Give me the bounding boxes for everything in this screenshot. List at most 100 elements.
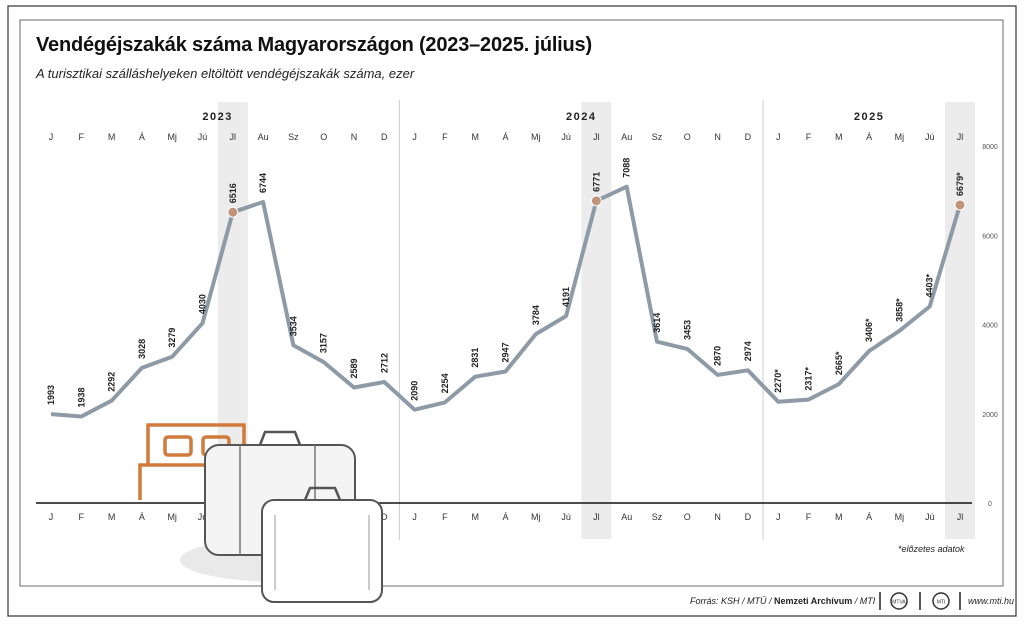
data-value-label: 3784 [531, 305, 541, 325]
month-label-top: Mj [531, 132, 541, 142]
month-label-top: Á [866, 132, 872, 142]
mtva-logo-text: MTVA [892, 600, 906, 606]
data-value-label: 1993 [46, 385, 56, 405]
data-value-label: 2974 [743, 341, 753, 361]
month-label-bottom: Mj [531, 512, 541, 522]
y-tick-label: 2000 [982, 412, 998, 419]
data-value-label: 2270* [773, 369, 783, 393]
month-label-top: D [381, 132, 388, 142]
month-label-top: Sz [652, 132, 663, 142]
chart-subtitle: A turisztikai szálláshelyeken eltöltött … [36, 66, 415, 81]
month-label-top: Á [502, 132, 508, 142]
source-bold: Nemzeti Archívum [774, 596, 853, 606]
data-value-label: 2712 [379, 353, 389, 373]
month-label-top: O [320, 132, 327, 142]
month-label-top: Mj [895, 132, 905, 142]
data-value-label: 4403* [925, 273, 935, 297]
year-label: 2023 [202, 111, 232, 123]
y-tick-label: 6000 [982, 233, 998, 240]
month-label-bottom: Jú [561, 512, 571, 522]
source-prefix: Forrás: KSH / MTÜ / [690, 596, 775, 606]
data-value-label: 4030 [198, 294, 208, 314]
month-label-top: F [806, 132, 812, 142]
suitcase-icon [180, 430, 383, 603]
highlight-band [945, 102, 975, 539]
month-label-top: Jl [593, 132, 600, 142]
data-value-label: 3157 [319, 333, 329, 353]
data-value-label: 3534 [288, 316, 298, 336]
data-value-label: 2665* [834, 351, 844, 375]
inner-border [19, 19, 1004, 587]
month-label-top: M [108, 132, 116, 142]
month-label-top: J [49, 132, 54, 142]
month-label-top: Jú [198, 132, 208, 142]
month-label-top: F [79, 132, 85, 142]
data-value-label: 2254 [440, 373, 450, 393]
data-value-label: 2589 [349, 358, 359, 378]
month-label-top: Jú [925, 132, 935, 142]
month-label-bottom: Á [139, 512, 145, 522]
month-label-top: N [351, 132, 358, 142]
data-value-label: 3406* [864, 318, 874, 342]
month-label-top: J [412, 132, 417, 142]
data-value-label: 3279 [167, 328, 177, 348]
month-label-top: Jl [230, 132, 237, 142]
month-label-bottom: M [835, 512, 843, 522]
series-line [50, 184, 962, 419]
source-url[interactable]: www.mti.hu [968, 596, 1015, 606]
month-label-top: Mj [167, 132, 177, 142]
data-value-label: 2870 [713, 346, 723, 366]
month-label-bottom: Jl [957, 512, 964, 522]
month-label-bottom: Mj [895, 512, 905, 522]
month-label-top: Au [621, 132, 632, 142]
data-value-label: 3614 [652, 313, 662, 333]
month-label-bottom: F [442, 512, 448, 522]
data-value-label: 3858* [894, 298, 904, 322]
month-label-bottom: Á [866, 512, 872, 522]
month-label-bottom: F [806, 512, 812, 522]
month-label-bottom: J [49, 512, 54, 522]
data-value-label: 7088 [622, 158, 632, 178]
month-label-top: Jú [561, 132, 571, 142]
month-label-bottom: M [108, 512, 116, 522]
data-value-label: 2090 [410, 381, 420, 401]
month-label-bottom: M [471, 512, 479, 522]
month-label-bottom: Sz [652, 512, 663, 522]
month-label-top: N [714, 132, 721, 142]
data-value-label: 6744 [258, 173, 268, 193]
source-suffix: / MTI [852, 596, 876, 606]
month-label-top: M [835, 132, 843, 142]
mtva-logo-icon: MTVA [890, 592, 908, 610]
preliminary-note: *előzetes adatok [898, 544, 965, 554]
month-label-bottom: D [745, 512, 752, 522]
data-value-label: 1938 [76, 387, 86, 407]
data-value-label: 6516 [228, 183, 238, 203]
month-label-bottom: D [381, 512, 388, 522]
month-label-top: M [471, 132, 479, 142]
month-label-top: O [684, 132, 691, 142]
data-value-label: 2947 [501, 342, 511, 362]
data-value-label: 2317* [804, 367, 814, 391]
data-value-label: 3453 [682, 320, 692, 340]
month-label-top: F [442, 132, 448, 142]
month-label-bottom: Jl [593, 512, 600, 522]
month-label-bottom: Au [621, 512, 632, 522]
month-label-top: Jl [957, 132, 964, 142]
mti-logo-text: MTI [937, 600, 946, 606]
mti-logo-icon: MTI [932, 592, 950, 610]
month-label-top: Au [258, 132, 269, 142]
data-point-marker [954, 199, 966, 211]
month-label-bottom: O [684, 512, 691, 522]
month-label-bottom: Jú [925, 512, 935, 522]
data-value-label: 2831 [470, 348, 480, 368]
data-value-label: 3028 [137, 339, 147, 359]
data-value-label: 6771 [591, 172, 601, 192]
highlight-band [581, 102, 612, 539]
outer-border [7, 5, 1017, 617]
month-label-bottom: N [714, 512, 721, 522]
data-value-label: 4191 [561, 287, 571, 307]
source-credit: Forrás: KSH / MTÜ / Nemzeti Archívum / M… [690, 596, 875, 606]
data-value-label: 6679* [955, 172, 965, 196]
